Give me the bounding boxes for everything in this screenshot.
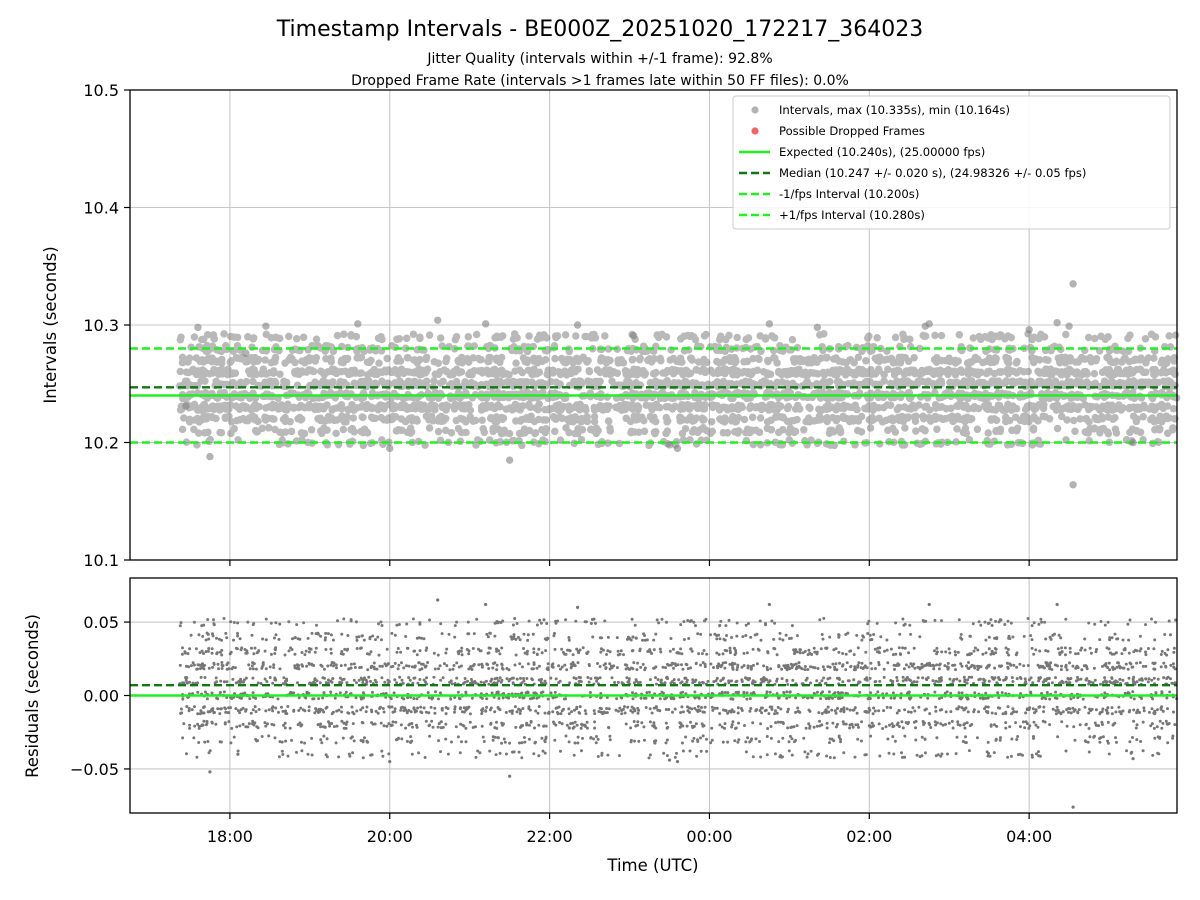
residual-point-1 <box>236 752 240 756</box>
intervals-ytick-label-1: 10.2 <box>83 434 119 453</box>
legend-item-plus-interval: +1/fps Interval (10.280s) <box>739 208 925 222</box>
interval-point-7 <box>434 316 442 324</box>
residual-point-2 <box>388 759 392 764</box>
residual-point-12 <box>1071 805 1075 809</box>
chart-title: Timestamp Intervals - BE000Z_20251020_17… <box>276 17 923 42</box>
xtick-label-4: 02:00 <box>846 827 892 846</box>
x-axis-label: Time (UTC) <box>606 856 698 875</box>
residuals-point-cloud <box>178 616 1179 760</box>
intervals-ytick-label-3: 10.4 <box>83 199 119 218</box>
residual-point-4 <box>484 602 488 607</box>
residual-point-6 <box>575 605 580 609</box>
residual-point-5 <box>508 774 512 778</box>
xtick-label-5: 04:00 <box>1006 827 1052 846</box>
residuals-ytick-label-1: 0.00 <box>83 687 119 706</box>
legend-label-median: Median (10.247 +/- 0.020 s), (24.98326 +… <box>779 166 1086 180</box>
xtick-label-1: 20:00 <box>367 827 413 846</box>
residuals-ytick-label-2: 0.05 <box>83 613 119 632</box>
residuals-scatter-points <box>178 616 1179 760</box>
interval-point-18 <box>1025 326 1033 334</box>
residuals-x-axis: 18:00 20:00 22:00 00:00 02:00 04:00 <box>207 813 1052 846</box>
chart-legend: Intervals, max (10.335s), min (10.164s) … <box>732 95 1171 230</box>
intervals-y-axis-label: Intervals (seconds) <box>41 246 60 403</box>
residuals-panel: −0.05 0.00 0.05 18:00 20:00 22:00 00:00 02:00 0… <box>23 577 1179 875</box>
interval-point-4 <box>262 322 270 330</box>
interval-point-22 <box>1069 481 1077 489</box>
intervals-extreme-points <box>182 280 1137 489</box>
legend-marker-intervals <box>751 106 759 114</box>
interval-point-6 <box>386 444 394 453</box>
interval-point-0 <box>182 402 190 410</box>
residual-point-11 <box>1055 602 1059 607</box>
intervals-ytick-label-4: 10.5 <box>83 81 119 100</box>
legend-box <box>732 95 1171 230</box>
intervals-panel: 10.1 10.2 10.3 10.4 10.5 Intervals (seconds) <box>41 81 1181 570</box>
interval-point-19 <box>1053 318 1061 327</box>
dropped-frame-rate-subtitle: Dropped Frame Rate (intervals >1 frames … <box>351 73 849 89</box>
legend-item-intervals: Intervals, max (10.335s), min (10.164s) <box>751 103 1010 117</box>
residual-point-0 <box>208 770 212 774</box>
interval-point-2 <box>206 452 214 461</box>
legend-label-expected: Expected (10.240s), (25.00000 fps) <box>779 145 985 159</box>
interval-point-9 <box>505 456 514 464</box>
legend-item-expected: Expected (10.240s), (25.00000 fps) <box>739 145 985 159</box>
interval-point-10 <box>573 321 582 329</box>
intervals-reference-lines <box>130 347 1177 444</box>
legend-label-minus-interval: -1/fps Interval (10.200s) <box>779 187 919 201</box>
intervals-ytick-label-0: 10.1 <box>83 551 119 570</box>
interval-point-12 <box>665 441 674 449</box>
interval-point-23 <box>1129 438 1137 447</box>
interval-point-15 <box>813 323 822 332</box>
interval-point-11 <box>629 331 638 340</box>
legend-label-plus-interval: +1/fps Interval (10.280s) <box>779 208 925 222</box>
intervals-x-ticks <box>229 560 1030 566</box>
interval-point-5 <box>354 320 362 328</box>
legend-item-minus-interval: -1/fps Interval (10.200s) <box>739 187 919 201</box>
interval-point-14 <box>765 320 774 328</box>
xtick-label-3: 00:00 <box>686 827 732 846</box>
interval-point-21 <box>1069 280 1077 288</box>
residual-point-13 <box>1131 757 1135 761</box>
interval-point-1 <box>194 323 202 332</box>
residual-point-3 <box>436 598 440 602</box>
interval-point-20 <box>1065 322 1073 330</box>
residuals-reference-lines <box>130 684 1177 697</box>
residual-point-10 <box>927 602 931 607</box>
interval-point-3 <box>242 349 250 357</box>
intervals-ytick-label-2: 10.3 <box>83 316 119 335</box>
interval-point-13 <box>673 444 682 453</box>
residuals-y-axis: −0.05 0.00 0.05 <box>70 613 130 779</box>
intervals-y-axis: 10.1 10.2 10.3 10.4 10.5 <box>83 81 130 570</box>
xtick-label-2: 22:00 <box>527 827 573 846</box>
legend-item-dropped-frames: Possible Dropped Frames <box>751 124 925 138</box>
interval-point-8 <box>481 320 490 328</box>
residuals-ytick-label-0: −0.05 <box>70 760 119 779</box>
residual-point-8 <box>675 759 680 764</box>
residuals-y-axis-label: Residuals (seconds) <box>23 614 42 778</box>
jitter-quality-subtitle: Jitter Quality (intervals within +/-1 fr… <box>426 51 772 67</box>
legend-label-dropped-frames: Possible Dropped Frames <box>779 124 925 138</box>
residuals-extreme-points <box>208 598 1135 809</box>
legend-marker-dropped-frames <box>751 127 759 135</box>
xtick-label-0: 18:00 <box>207 827 253 846</box>
legend-label-intervals: Intervals, max (10.335s), min (10.164s) <box>779 103 1010 117</box>
interval-point-17 <box>925 320 933 328</box>
legend-item-median: Median (10.247 +/- 0.020 s), (24.98326 +… <box>739 166 1086 180</box>
residual-point-9 <box>767 602 771 607</box>
residual-point-7 <box>667 758 672 762</box>
